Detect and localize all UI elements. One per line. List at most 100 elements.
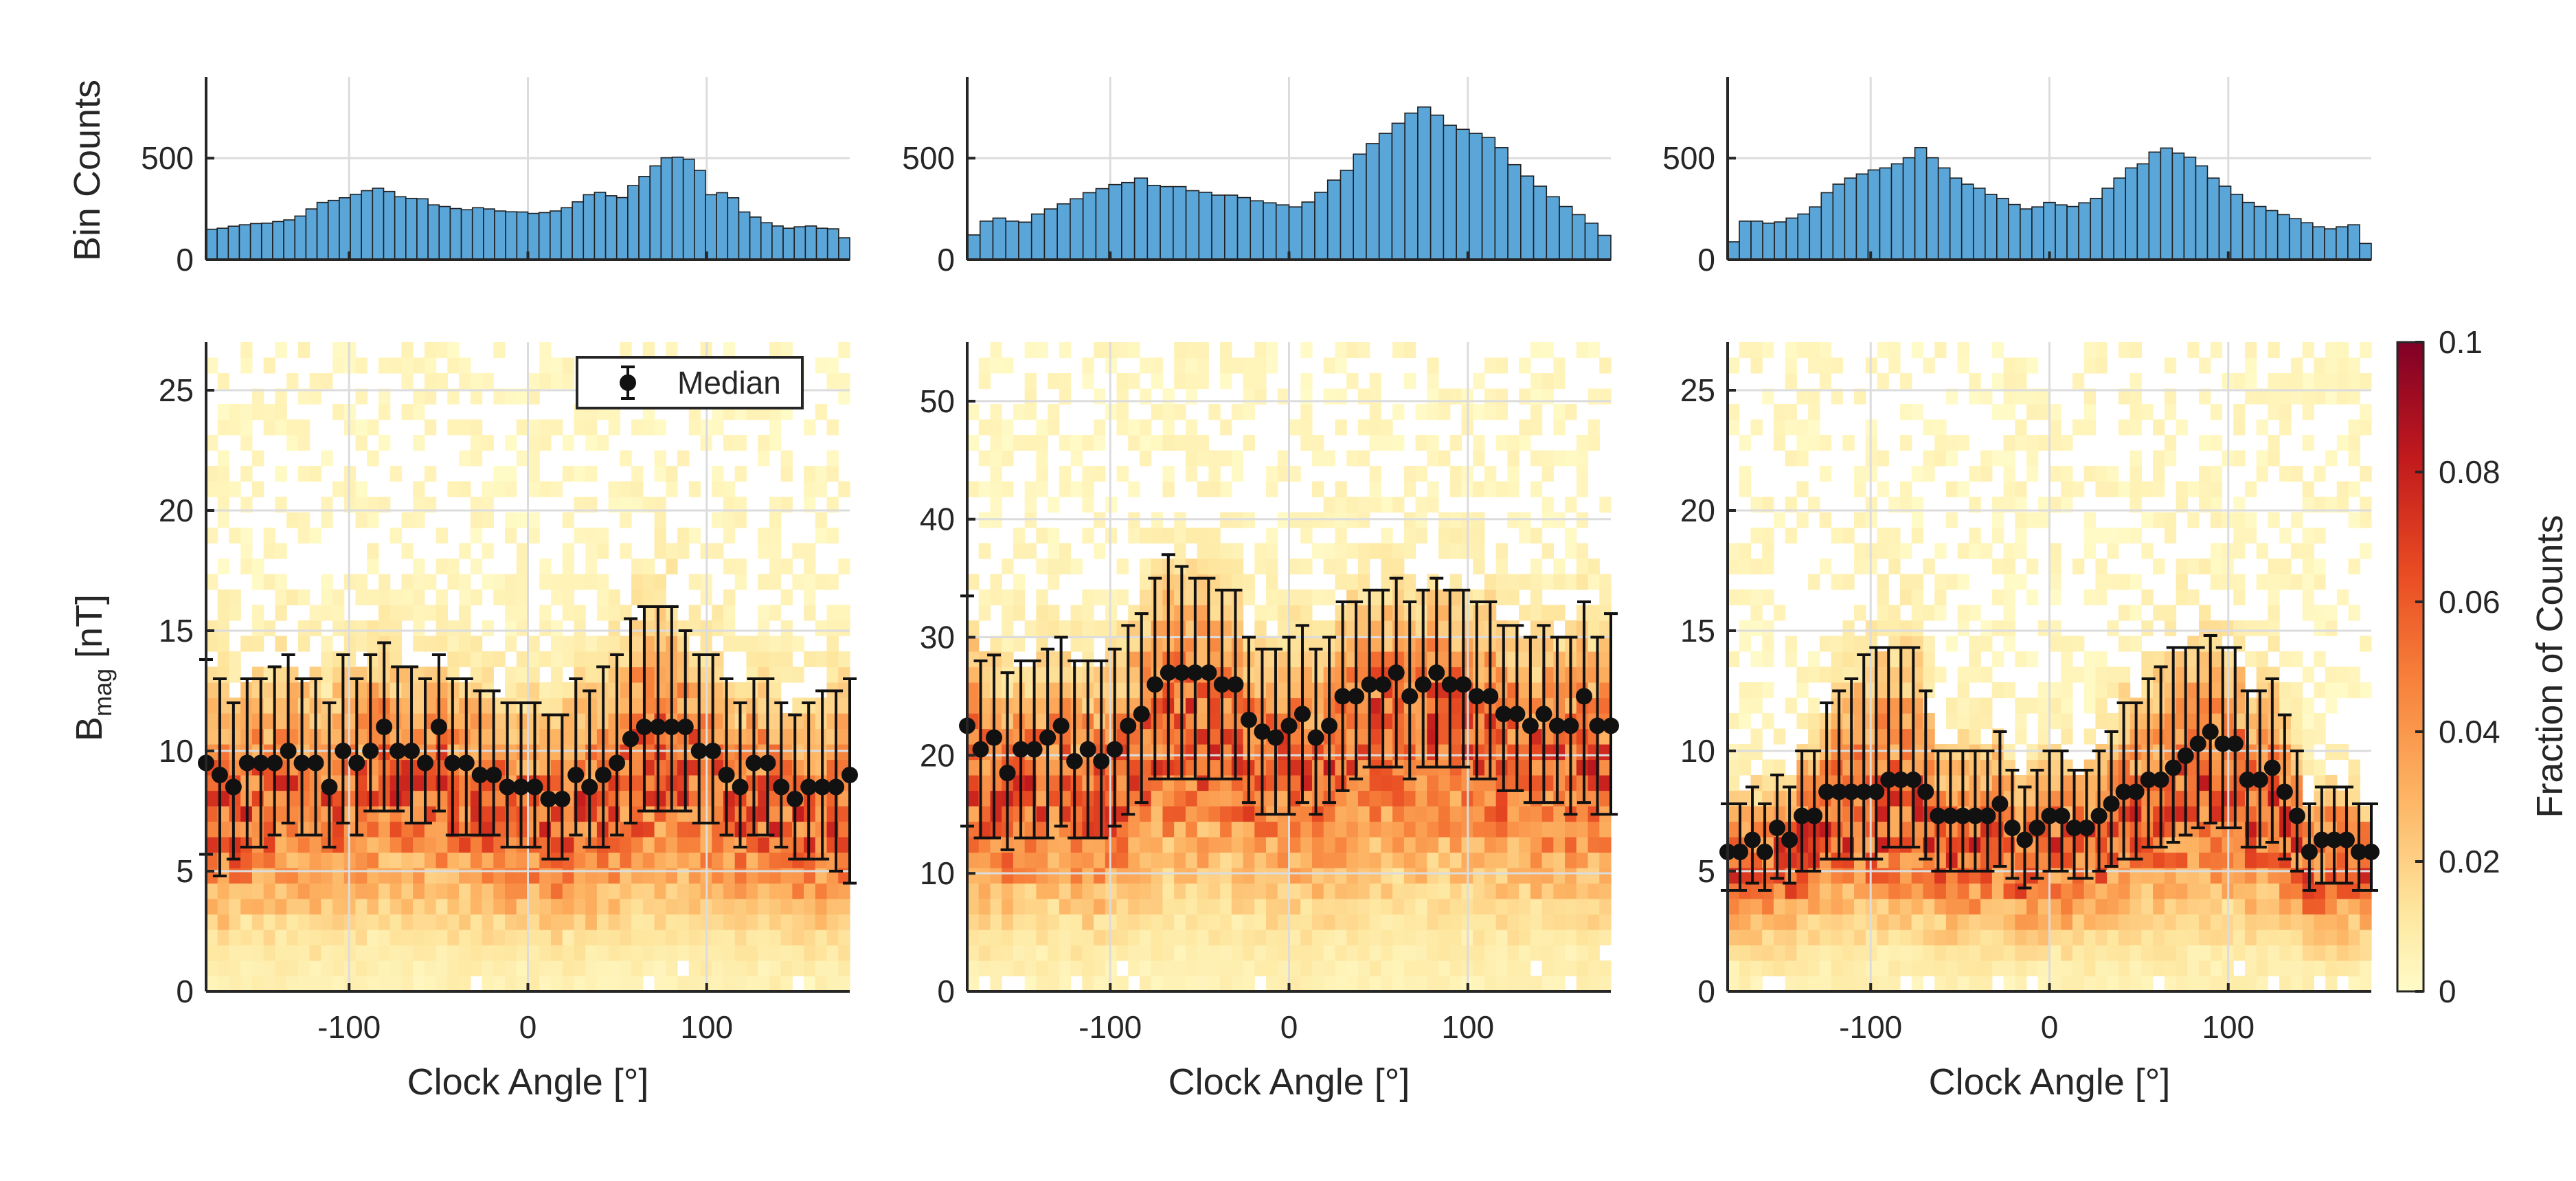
heatmap-cell (251, 450, 264, 466)
heatmap-cell (1980, 636, 1993, 652)
heatmap-cell (1438, 914, 1451, 930)
heatmap-cell (1588, 960, 1600, 977)
heatmap-cell (585, 945, 598, 961)
heatmap-cell (2003, 744, 2015, 761)
heatmap-cell (815, 620, 828, 637)
heatmap-cell (1945, 960, 1958, 977)
heatmap-cell (1565, 960, 1577, 977)
heatmap-cell (413, 682, 425, 699)
heatmap-cell (505, 914, 517, 930)
heatmap-cell (608, 837, 620, 853)
heatmap-cell (666, 543, 678, 559)
heatmap-cell (1484, 945, 1497, 961)
heatmap-cell (321, 930, 333, 946)
heatmap-cell (562, 728, 575, 745)
heatmap-cell (1842, 651, 1855, 668)
heatmap-cell (967, 697, 980, 714)
heatmap-cell (505, 388, 517, 405)
heatmap-cell (574, 930, 586, 946)
heatmap-cell (654, 899, 666, 915)
heatmap-cell (1059, 930, 1072, 946)
heatmap-cell (804, 976, 816, 992)
heatmap-cell (1484, 976, 1497, 992)
median-point (1522, 717, 1539, 734)
heatmap-cell (1403, 976, 1416, 992)
heatmap-cell (297, 914, 310, 930)
heatmap-cell (413, 589, 425, 606)
heatmap-cell (1991, 775, 2004, 791)
heatmap-cell (505, 435, 517, 451)
heatmap-cell (286, 945, 299, 961)
heatmap-cell (401, 852, 414, 868)
heatmap-cell (1185, 976, 1198, 992)
heatmap-cell (1750, 651, 1763, 668)
heatmap-cell (528, 899, 540, 915)
heatmap-cell (332, 728, 345, 745)
hist-bar (1057, 203, 1071, 260)
heatmap-cell (1323, 914, 1336, 930)
heatmap-cell (1519, 837, 1531, 853)
heatmap-cell (309, 883, 321, 899)
heatmap-cell (378, 497, 391, 513)
heatmap-cell (574, 899, 586, 915)
heatmap-cell (1300, 960, 1313, 977)
heatmap-cell (769, 868, 782, 884)
heatmap-cell (1854, 945, 1866, 961)
hist-bar (2241, 201, 2255, 260)
heatmap-cell (1831, 960, 1843, 977)
heatmap-cell (978, 945, 991, 961)
heatmap-cell (1427, 450, 1439, 466)
heatmap-cell (1923, 466, 1935, 482)
heatmap-cell (2003, 450, 2015, 466)
heatmap-cell (1599, 790, 1612, 807)
heatmap-cell (1082, 914, 1094, 930)
heatmap-cell (1139, 589, 1152, 606)
heatmap-cell (826, 666, 839, 683)
heatmap-cell (1888, 497, 1901, 513)
heatmap-cell (990, 419, 1002, 436)
heatmap-cell (620, 945, 632, 961)
heatmap-cell (585, 559, 598, 575)
heatmap-cell (620, 497, 632, 513)
heatmap-cell (275, 806, 287, 822)
heatmap-cell (826, 976, 839, 992)
heatmap-cell (1969, 914, 1981, 930)
heatmap-cell (1024, 914, 1037, 930)
heatmap-cell (746, 806, 758, 822)
heatmap-cell (1484, 837, 1497, 853)
heatmap-cell (1449, 914, 1462, 930)
heatmap-cell (1449, 589, 1462, 606)
heatmap-cell (1300, 868, 1313, 884)
heatmap-cell (217, 651, 230, 668)
heatmap-cell (528, 450, 540, 466)
heatmap-cell (1728, 806, 1740, 822)
heatmap-cell (1739, 960, 1752, 977)
hist-bar (1133, 177, 1149, 260)
heatmap-cell (1197, 605, 1209, 621)
heatmap-cell (378, 883, 391, 899)
heatmap-cell (1553, 852, 1566, 868)
heatmap-cell (688, 976, 701, 992)
heatmap-cell (251, 960, 264, 977)
heatmap-cell (1311, 589, 1324, 606)
heatmap-cell (297, 435, 310, 451)
heatmap-cell (217, 419, 230, 436)
heatmap-cell (1438, 806, 1451, 822)
heatmap-cell (642, 497, 655, 513)
heatmap-cell (1151, 713, 1164, 730)
median-point (986, 729, 1003, 746)
heatmap-cell (1174, 945, 1186, 961)
heatmap-cell (2003, 620, 2015, 637)
heatmap-cell (1473, 373, 1485, 390)
heatmap-cell (1311, 543, 1324, 559)
heatmap-cell (470, 868, 483, 884)
heatmap-cell (1392, 605, 1405, 621)
heatmap-cell (1231, 466, 1244, 482)
heatmap-cell (631, 636, 644, 652)
heatmap-cell (1888, 883, 1901, 899)
heatmap-cell (240, 543, 253, 559)
heatmap-cell (1888, 605, 1901, 621)
heatmap-cell (1151, 574, 1164, 590)
heatmap-cell (401, 589, 414, 606)
heatmap-cell (620, 666, 632, 683)
